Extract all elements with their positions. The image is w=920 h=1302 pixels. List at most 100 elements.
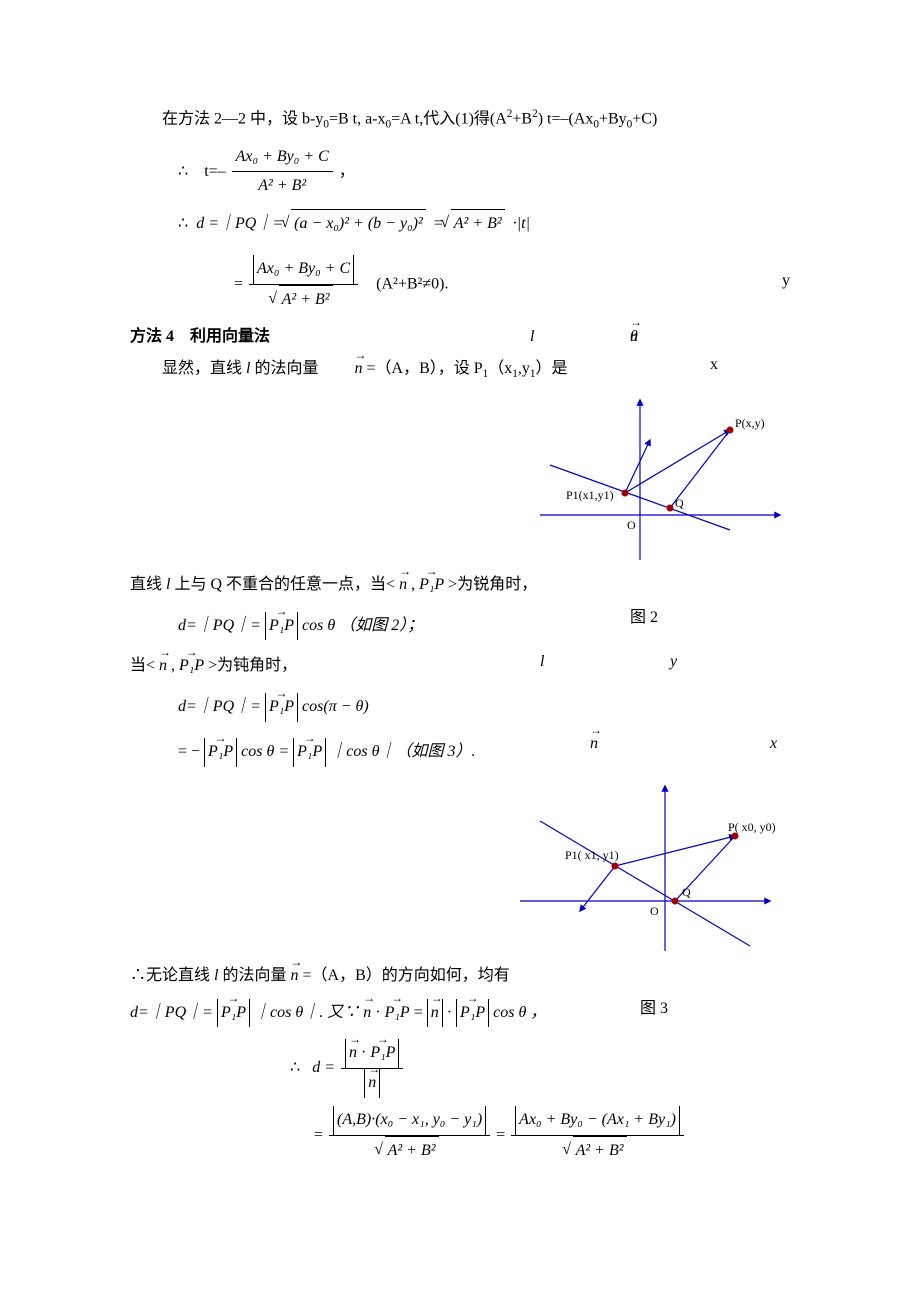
text: =A t,代入(1)得(A	[391, 110, 507, 127]
text: cos θ =	[241, 743, 289, 760]
text: ｜cos θ｜. 又∵	[254, 1004, 359, 1021]
text: +C)	[632, 110, 657, 127]
vec-n: n	[159, 652, 167, 681]
num2: Ax₀ + By₀ − (Ax₁ + By₁)	[515, 1106, 680, 1135]
figure-2: P(x,y) P1(x1,y1) Q O	[130, 395, 790, 565]
final-line1: ∴无论直线 l 的法向量 n =（A，B）的方向如何，均有	[130, 962, 790, 991]
den1: A² + B²	[385, 1136, 439, 1166]
vec-p1p: P₁P	[269, 612, 294, 641]
vec-n: n	[431, 999, 439, 1028]
text: 上与 Q 不重合的任意一点，当<	[174, 576, 395, 593]
text: l	[214, 967, 218, 984]
denominator: A² + B²	[279, 285, 333, 315]
text: >为钝角时，	[208, 657, 297, 674]
text: +B	[512, 110, 532, 127]
fig3-caption: 图 3	[640, 1000, 668, 1017]
x-label: x	[710, 356, 718, 373]
p-label: P( x0, y0)	[728, 820, 776, 834]
text: d=｜PQ｜=	[178, 617, 261, 634]
figure-3: P( x0, y0) P1( x1, y1) Q O	[130, 781, 790, 956]
condition: (A²+B²≠0).	[376, 276, 448, 293]
p-label: P(x,y)	[735, 416, 765, 430]
text: l	[246, 360, 250, 377]
therefore: ∴	[290, 1059, 300, 1076]
acute-eq-row: d=｜PQ｜= P₁P cos θ （如图 2）； 图 2	[130, 604, 790, 649]
fig2-svg: P(x,y) P1(x1,y1) Q O	[530, 395, 790, 565]
text: 直线	[130, 576, 162, 593]
text: d =｜PQ｜=	[196, 215, 283, 232]
text: +By	[599, 110, 627, 127]
l-label: l	[530, 323, 534, 352]
text: =	[496, 1126, 505, 1143]
obtuse-line: 当< n , P₁P >为钝角时， l y	[130, 648, 790, 685]
therefore: ∴	[178, 215, 188, 232]
vec-p1p: P₁P	[221, 999, 246, 1028]
text: ) t=–(Ax	[538, 110, 594, 127]
text: =B t, a-x	[329, 110, 386, 127]
text: （x	[488, 360, 512, 377]
text: ）是	[535, 360, 567, 377]
p1-label: P1(x1,y1)	[566, 488, 614, 502]
den2: A² + B²	[573, 1136, 627, 1166]
method4-heading: 方法 4 利用向量法 l n θ	[130, 323, 790, 352]
l-label: l	[540, 648, 544, 677]
vec-n: n	[363, 999, 371, 1028]
o-label: O	[650, 904, 659, 918]
text: ,	[411, 576, 415, 593]
text: ·	[375, 1004, 384, 1021]
eq3-row: = Ax₀ + By₀ + C A² + B² (A²+B²≠0). y	[130, 247, 790, 323]
text: cos(π − θ)	[302, 698, 369, 715]
vec-p1p: P₁P	[297, 738, 322, 767]
text: ,	[171, 657, 175, 674]
numerator: Ax₀ + By₀ + C	[253, 255, 354, 284]
vec-p1p: P₁P	[179, 652, 204, 681]
method4-line1: 显然，直线 l 的法向量 n =（A，B），设 P1（x1,y1）是 x	[130, 351, 790, 388]
text: ·	[447, 1004, 452, 1021]
vec-p1p: P₁P	[208, 738, 233, 767]
text: l	[166, 576, 170, 593]
text: =	[414, 1004, 423, 1021]
text: =	[314, 1126, 323, 1143]
text: 显然，直线	[162, 360, 242, 377]
o-label: O	[627, 518, 636, 532]
text: ∴无论直线	[130, 967, 210, 984]
sqrt2: A² + B²	[451, 209, 505, 239]
sqrt1: (a − x₀)² + (b − y₀)²	[291, 209, 426, 239]
vec-p1p: P₁P	[419, 571, 444, 600]
method4-title: 方法 4 利用向量法	[130, 328, 270, 345]
fig2-caption: 图 2	[630, 609, 658, 626]
text: = −	[178, 743, 200, 760]
vec-n: n	[290, 962, 298, 991]
text: 的法向量	[254, 360, 318, 377]
text: t=–	[204, 163, 225, 180]
eq-final2: = (A,B)·(x₀ − x₁, y₀ − y₁) A² + B² = Ax₀…	[314, 1106, 790, 1166]
text: >为锐角时，	[448, 576, 537, 593]
text: =（A，B），设 P	[366, 360, 482, 377]
text: ｜cos θ｜（如图 3）.	[330, 743, 475, 760]
eq-final1: ∴ d = n · P₁P n	[290, 1039, 790, 1098]
vec-p1p: P₁P	[460, 999, 485, 1028]
text: 在方法 2—2 中，设 b-y	[162, 110, 323, 127]
text: d=｜PQ｜=	[130, 1004, 213, 1021]
vec-n: n	[399, 571, 407, 600]
obtuse-eq1: d=｜PQ｜= P₁P cos(π − θ)	[178, 693, 790, 722]
intro-line: 在方法 2—2 中，设 b-y0=B t, a-x0=A t,代入(1)得(A2…	[130, 104, 790, 135]
text: ,y	[518, 360, 530, 377]
vec-p1p: P₁P	[269, 693, 294, 722]
text: d=｜PQ｜=	[178, 698, 261, 715]
final-line2-row: d=｜PQ｜= P₁P ｜cos θ｜. 又∵ n · P₁P = n · P₁…	[130, 995, 790, 1032]
q-label: Q	[682, 885, 691, 899]
text: d =	[312, 1059, 335, 1076]
vec-n: n	[322, 355, 362, 384]
text: ·|t|	[513, 215, 530, 232]
obtuse-eq2-row: = − P₁P cos θ = P₁P ｜cos θ｜（如图 3）. n x	[130, 730, 790, 775]
text: =（A，B）的方向如何，均有	[302, 967, 509, 984]
text: 当<	[130, 657, 155, 674]
eq-t: ∴ t=– Ax₀ + By₀ + C A² + B² ，	[178, 143, 790, 202]
vec-p1p: P₁P	[385, 999, 410, 1028]
x-label: x	[770, 730, 777, 759]
fig3-svg: P( x0, y0) P1( x1, y1) Q O	[510, 781, 790, 956]
text: cos θ （如图 2）；	[302, 617, 423, 634]
q-label: Q	[675, 496, 684, 510]
numerator: Ax₀ + By₀ + C	[232, 143, 333, 173]
